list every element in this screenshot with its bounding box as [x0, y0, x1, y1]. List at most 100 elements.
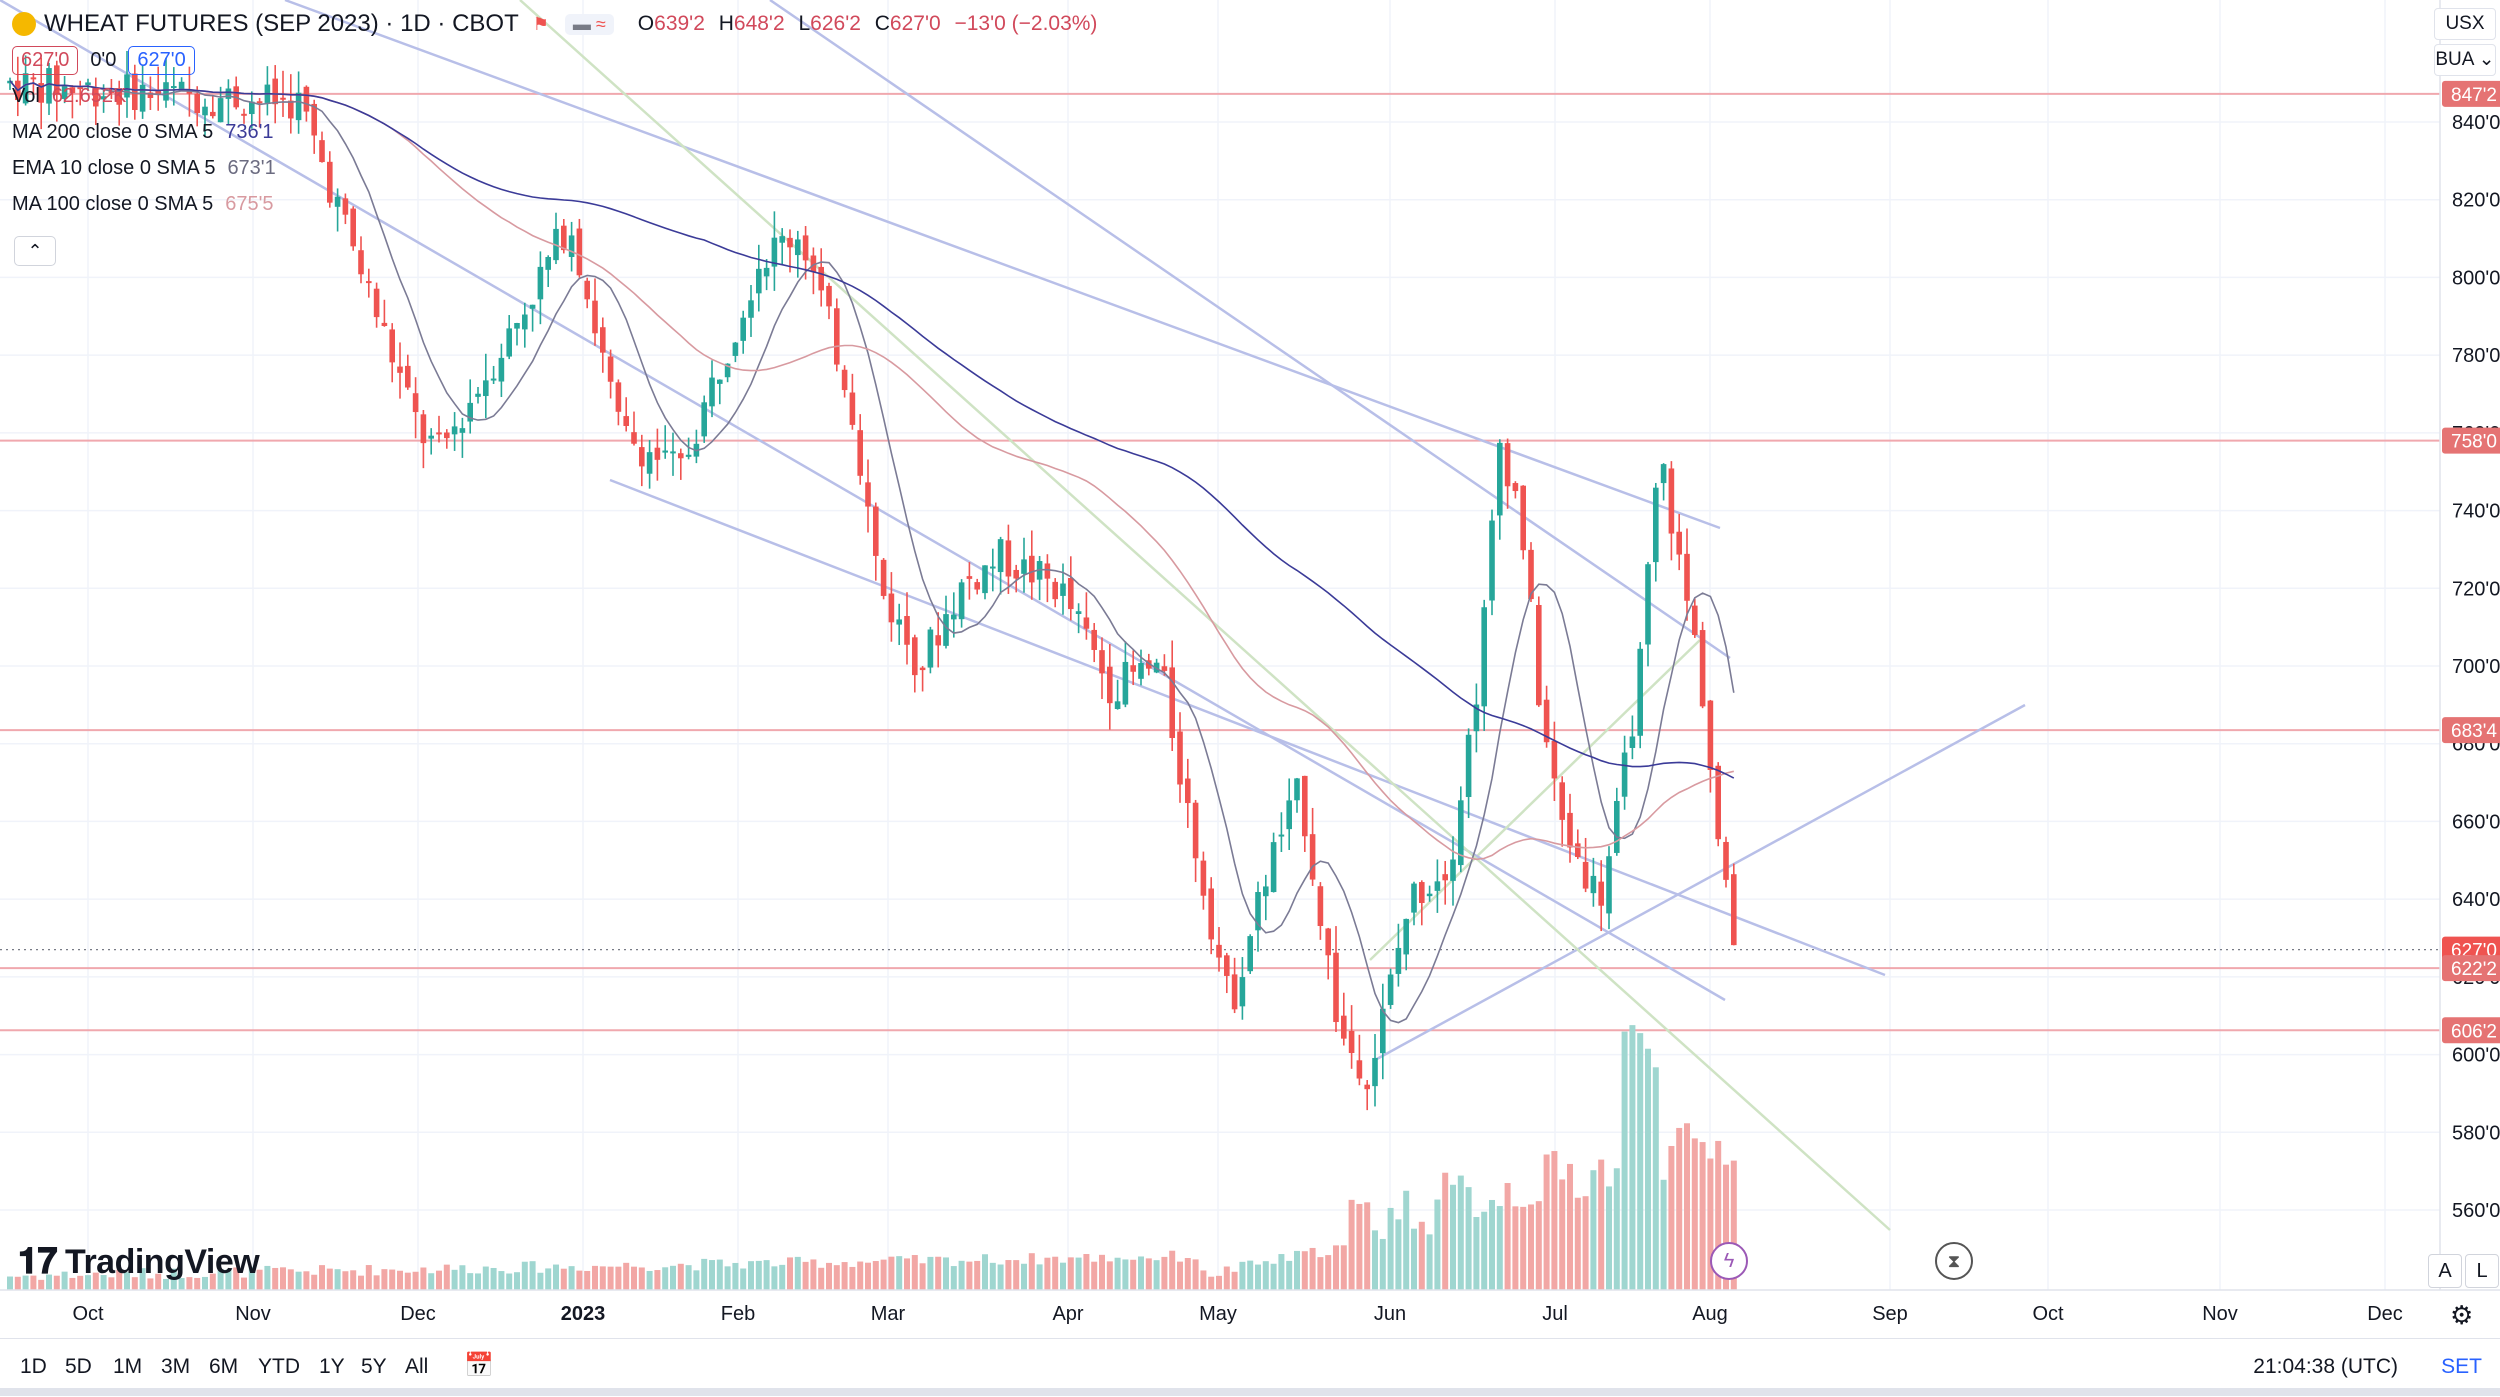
range-ytd[interactable]: YTD — [258, 1355, 300, 1378]
volume-bar — [1730, 1160, 1737, 1290]
candle-body — [857, 430, 863, 476]
indicator-ma100[interactable]: MA 100 close 0 SMA 5 675'5 — [12, 192, 274, 215]
candle-body — [1060, 583, 1066, 596]
candle-body — [38, 83, 44, 103]
candle-body — [849, 392, 856, 425]
candle-body — [1723, 841, 1729, 880]
volume-bar — [1200, 1270, 1207, 1290]
buy-button[interactable]: 627'0 — [128, 45, 195, 75]
bottom-toolbar: 1D 5D 1M 3M 6M YTD 1Y 5Y All 📅 21:04:38 … — [0, 1338, 2500, 1397]
symbol-logo-icon — [12, 12, 36, 36]
range-all[interactable]: All — [405, 1355, 429, 1378]
indicator-ma200[interactable]: MA 200 close 0 SMA 5 736'1 — [12, 120, 274, 143]
range-5d[interactable]: 5D — [65, 1355, 92, 1378]
volume-bar — [1520, 1206, 1527, 1290]
trend-line — [1374, 703, 2026, 1062]
candle-body — [763, 267, 770, 277]
volume-bar — [506, 1273, 513, 1290]
volume-bar — [576, 1270, 583, 1290]
volume-bar — [1699, 1142, 1706, 1290]
volume-bar — [311, 1274, 318, 1290]
compare-button[interactable]: ▬ ≈ — [564, 13, 614, 35]
symbol-title[interactable]: WHEAT FUTURES (SEP 2023) · 1D · CBOT — [44, 10, 519, 37]
volume-bar — [1403, 1190, 1410, 1290]
volume-bar — [1606, 1186, 1612, 1290]
volume-bar — [1161, 1256, 1168, 1290]
volume-bar — [163, 1278, 169, 1290]
volume-bar — [155, 1273, 162, 1290]
range-3m[interactable]: 3M — [161, 1355, 191, 1378]
candle-body — [1473, 704, 1480, 732]
log-scale-button[interactable]: L — [2465, 1254, 2499, 1288]
volume-bar — [397, 1270, 403, 1290]
y-tick-label: 820'0 — [2452, 190, 2500, 212]
session-button[interactable]: SET — [2441, 1355, 2482, 1378]
candle-body — [194, 93, 200, 114]
auto-scale-button[interactable]: A — [2428, 1254, 2462, 1288]
candle-body — [997, 539, 1004, 573]
range-1y[interactable]: 1Y — [319, 1355, 345, 1378]
symbol-row: WHEAT FUTURES (SEP 2023) · 1D · CBOT ⚑ ▬… — [12, 6, 1105, 42]
flag-icon[interactable]: ⚑ — [532, 13, 549, 34]
x-tick-label: Jun — [1374, 1303, 1406, 1325]
clock[interactable]: 21:04:38 (UTC) — [2253, 1355, 2398, 1378]
moving-averages — [9, 80, 1735, 1024]
volume-bar — [880, 1259, 887, 1290]
y-tick-label: 780'0 — [2452, 345, 2500, 367]
volume-bar — [428, 1273, 435, 1290]
candle-body — [1380, 1008, 1386, 1054]
volume-bar — [927, 1256, 934, 1290]
indicator-ema10[interactable]: EMA 10 close 0 SMA 5 673'1 — [12, 156, 276, 179]
spread-value: 0'0 — [90, 48, 117, 71]
volume-bar — [654, 1270, 661, 1290]
volume-bar — [77, 1275, 84, 1290]
volume-bar — [794, 1256, 801, 1290]
candle-body — [483, 380, 489, 397]
candle-body — [1208, 888, 1214, 940]
volume-bar — [1099, 1254, 1105, 1290]
candle-body — [1660, 464, 1667, 484]
indicator-volume[interactable]: Vol 62.652K — [12, 84, 127, 107]
volume-bar — [1138, 1256, 1144, 1290]
candle-body — [1341, 1015, 1347, 1039]
candle-body — [740, 317, 746, 341]
goto-date-icon[interactable]: 📅 — [464, 1352, 494, 1379]
volume-bar — [1512, 1206, 1519, 1290]
volume-bar — [1325, 1255, 1332, 1290]
currency-select[interactable]: USX ⌄ — [2434, 8, 2496, 64]
volume-bar — [1075, 1257, 1082, 1290]
sell-button[interactable]: 627'0 — [12, 45, 79, 75]
candle-body — [436, 432, 442, 435]
volume-bar — [147, 1278, 154, 1290]
range-1m[interactable]: 1M — [113, 1355, 143, 1378]
candle-body — [1068, 578, 1074, 610]
volume-bar — [1668, 1145, 1675, 1290]
range-1d[interactable]: 1D — [20, 1355, 47, 1378]
candle-body — [1590, 875, 1597, 894]
price-axis: 560'0580'0600'0620'0640'0660'0680'0700'0… — [2439, 0, 2500, 1290]
volume-bar — [30, 1275, 37, 1290]
collapse-legend-button[interactable]: ⌃ — [14, 236, 56, 266]
volume-bar — [1028, 1253, 1035, 1290]
candle-body — [1013, 569, 1019, 579]
hourglass-icon[interactable]: ⧗ — [1935, 1242, 1973, 1280]
candle-body — [1395, 947, 1402, 974]
range-5y[interactable]: 5Y — [361, 1355, 387, 1378]
candle-body — [537, 266, 544, 300]
unit-select[interactable]: BUA ⌄ — [2434, 44, 2496, 76]
volume-bar — [685, 1265, 692, 1290]
volume-bar — [381, 1269, 388, 1290]
y-tick-label: 660'0 — [2452, 811, 2500, 833]
candle-body — [389, 329, 395, 363]
price-level-badge — [2442, 427, 2500, 454]
volume-bar — [459, 1265, 466, 1290]
settings-gear-icon[interactable]: ⚙ — [2450, 1300, 2474, 1330]
tradingview-logo[interactable]: 𝟏𝟕 TradingView — [18, 1240, 260, 1281]
lightning-event-icon[interactable]: ϟ — [1710, 1242, 1748, 1280]
range-6m[interactable]: 6M — [209, 1355, 239, 1378]
volume-bar — [631, 1266, 637, 1290]
candle-body — [1426, 893, 1433, 897]
volume-bar — [919, 1263, 926, 1290]
volume-bar — [85, 1275, 91, 1290]
volume-bar — [1426, 1234, 1433, 1290]
